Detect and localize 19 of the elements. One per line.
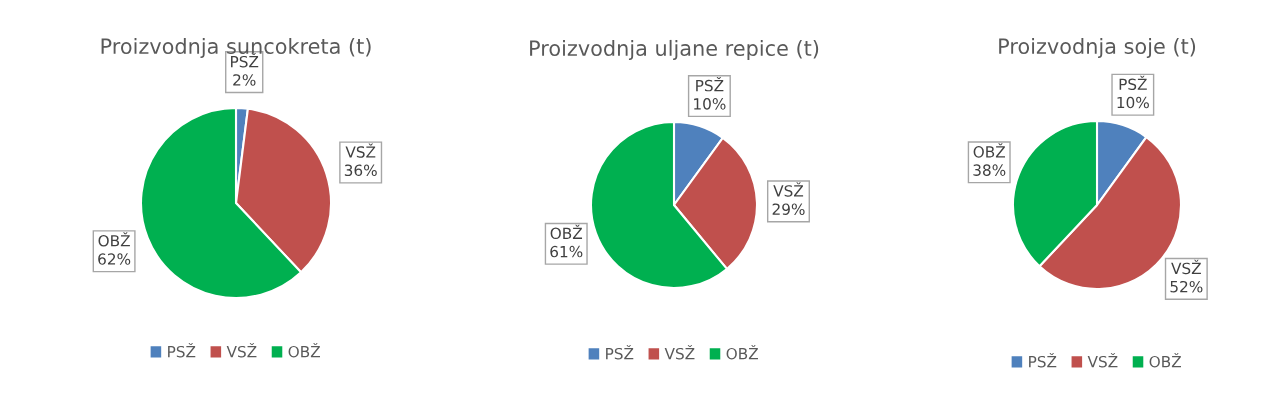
legend-label: OBŽ [1149, 353, 1181, 368]
data-label: VSŽ 36% [344, 143, 377, 177]
legend-label: VSŽ [664, 345, 695, 360]
data-label: PSŽ 10% [1117, 75, 1149, 109]
data-label: OBŽ 61% [550, 224, 583, 258]
data-label: OBŽ 62% [98, 232, 131, 265]
data-label: OBŽ 38% [973, 143, 1006, 176]
legend-label: PSŽ [606, 345, 634, 360]
legend-label: VSŽ [1087, 353, 1118, 368]
data-label: VSŽ 29% [772, 182, 805, 215]
chart-title: Proizvodnja uljane repice (t) [530, 39, 819, 61]
legend-label: PSŽ [168, 343, 196, 358]
data-label: VSŽ 52% [1170, 259, 1203, 293]
legend-label: OBŽ [726, 345, 758, 360]
legend-label: PSŽ [1029, 353, 1057, 368]
data-label: PSŽ 10% [694, 77, 726, 110]
legend-label: VSŽ [226, 343, 257, 358]
legend-label: OBŽ [288, 343, 320, 358]
chart-title: Proizvodnja soje (t) [999, 37, 1196, 59]
